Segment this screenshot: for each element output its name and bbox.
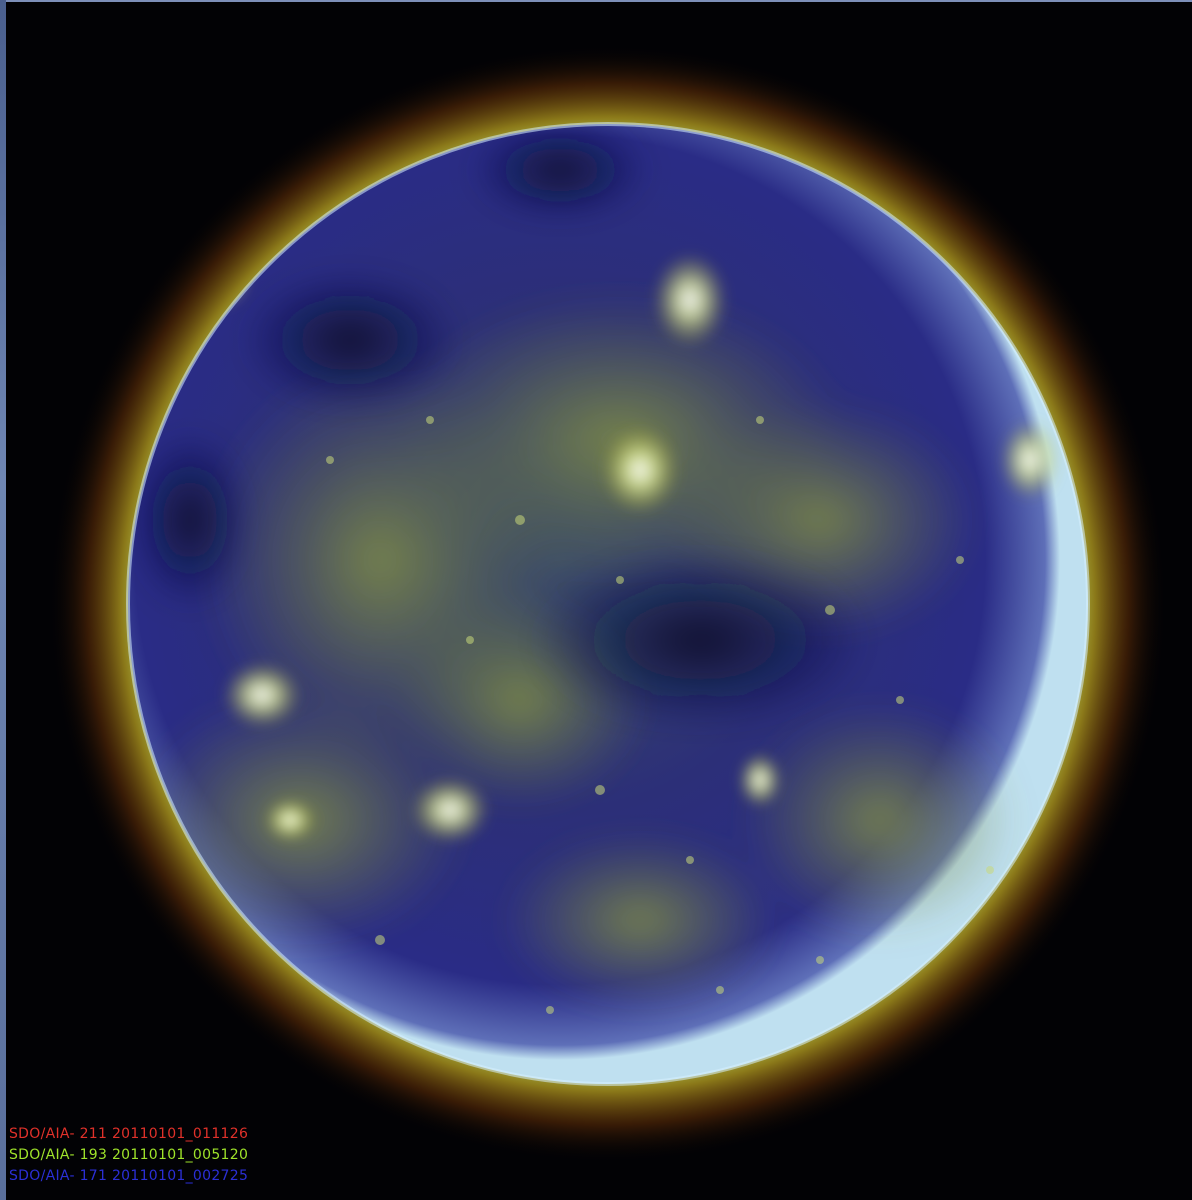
instrument-caption: SDO/AIA- 211 20110101_011126 SDO/AIA- 19… [9,1124,248,1187]
left-border [0,0,6,1200]
caption-line-211: SDO/AIA- 211 20110101_011126 [9,1126,249,1142]
solar-limb [126,122,1090,1086]
caption-line-193: SDO/AIA- 193 20110101_005120 [9,1147,249,1163]
caption-line-171: SDO/AIA- 171 20110101_002725 [9,1168,249,1184]
top-border [0,0,1192,2]
